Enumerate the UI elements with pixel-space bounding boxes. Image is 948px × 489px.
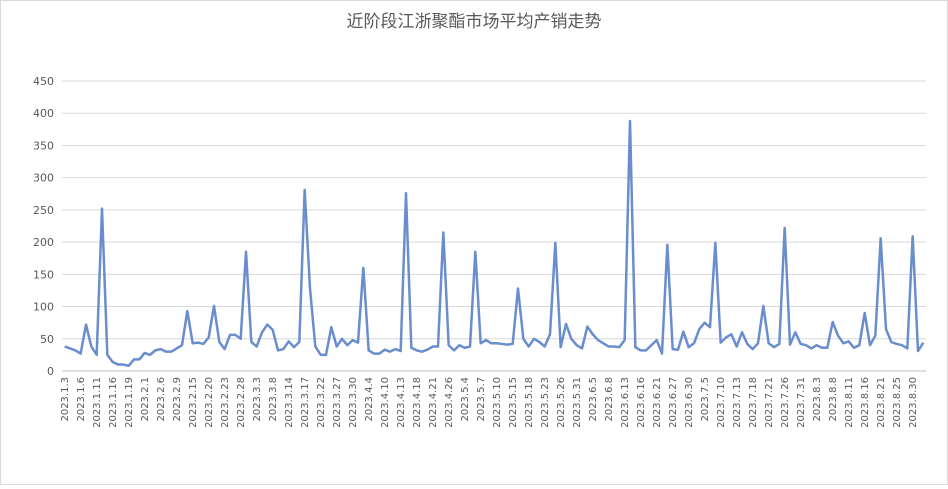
data-line [64,119,925,368]
x-tick-label: 2023.4.18 [412,377,423,428]
x-tick-label: 2023.3.27 [332,377,343,428]
x-tick-label: 2023.8.8 [828,377,839,422]
x-tick-label: 2023.1.6 [76,377,87,422]
y-tick-label: 200 [33,236,54,249]
x-tick-label: 2023.3.17 [300,377,311,428]
x-tick-label: 2023.8.21 [876,377,887,428]
x-tick-label: 2023.7.5 [700,377,711,422]
x-tick-label: 2023.2.6 [156,377,167,422]
x-tick-label: 2023.2.23 [220,377,231,428]
x-tick-label: 2023.5.23 [540,377,551,428]
x-tick-label: 2023.7.31 [796,377,807,428]
x-tick-label: 2023.2.1 [140,377,151,422]
x-tick-label: 2023.2.28 [236,377,247,428]
x-tick-label: 2023.2.9 [172,377,183,422]
x-tick-label: 2023.7.13 [732,377,743,428]
y-tick-label: 150 [33,268,54,281]
x-tick-label: 2023.5.18 [524,377,535,428]
x-tick-label: 2023.5.4 [460,377,471,422]
y-tick-label: 350 [33,139,54,152]
x-tick-label: 2023.5.15 [508,377,519,428]
x-tick-label: 2023.4.13 [396,377,407,428]
x-tick-label: 2023.6.8 [604,377,615,422]
x-tick-label: 2023.3.30 [348,377,359,428]
y-tick-label: 0 [47,365,54,378]
x-tick-label: 2023.5.10 [492,377,503,428]
y-tick-label: 100 [33,301,54,314]
x-tick-label: 2023.7.26 [780,377,791,428]
y-tick-label: 450 [33,75,54,88]
x-tick-label: 2023.1.11 [92,377,103,428]
y-tick-label: 50 [40,333,54,346]
x-tick-label: 2023.2.15 [188,377,199,428]
x-tick-label: 2023.8.11 [844,377,855,428]
x-tick-label: 2023.2.20 [204,377,215,428]
x-tick-label: 2023.7.18 [748,377,759,428]
x-tick-label: 2023.7.21 [764,377,775,428]
x-tick-label: 2023.3.8 [268,377,279,422]
x-tick-label: 2023.6.16 [636,377,647,428]
chart-title: 近阶段江浙聚酯市场平均产销走势 [347,12,602,32]
y-tick-label: 400 [33,107,54,120]
x-tick-label: 2023.8.25 [892,377,903,428]
x-tick-label: 2023.7.10 [716,377,727,428]
x-tick-label: 2023.3.22 [316,377,327,428]
x-tick-label: 2023.3.3 [252,377,263,422]
x-tick-label: 2023.1.16 [108,377,119,428]
x-tick-label: 2023.6.30 [684,377,695,428]
x-tick-label: 2023.8.3 [812,377,823,422]
x-tick-label: 2023.4.4 [364,377,375,422]
y-tick-label: 300 [33,172,54,185]
x-tick-label: 2023.5.26 [556,377,567,428]
x-tick-label: 2023.6.27 [668,377,679,428]
x-tick-label: 2023.4.26 [444,377,455,428]
x-tick-label: 2023.5.31 [572,377,583,428]
x-tick-label: 2023.6.13 [620,377,631,428]
y-tick-label: 250 [33,204,54,217]
x-tick-label: 2023.3.14 [284,377,295,428]
x-tick-label: 2023.1.3 [60,377,71,422]
x-tick-label: 2023.8.30 [908,377,919,428]
x-tick-label: 2023.5.7 [476,377,487,422]
x-tick-label: 2023.4.21 [428,377,439,428]
x-tick-label: 2023.6.5 [588,377,599,422]
x-tick-label: 2023.6.21 [652,377,663,428]
x-tick-label: 2023.1.19 [124,377,135,428]
x-tick-label: 2023.4.10 [380,377,391,428]
x-tick-label: 2023.8.16 [860,377,871,428]
